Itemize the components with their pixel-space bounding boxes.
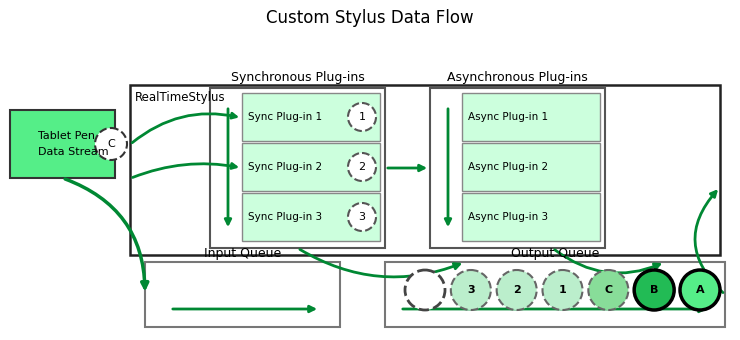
Text: Input Queue: Input Queue [204,248,281,260]
Bar [210,88,385,248]
Text: RealTimeStylus: RealTimeStylus [135,90,226,103]
Text: Async Plug-in 1: Async Plug-in 1 [468,112,548,122]
Circle shape [680,270,720,310]
Bar [462,193,600,241]
Text: Async Plug-in 3: Async Plug-in 3 [468,212,548,222]
Circle shape [348,103,376,131]
Text: 1: 1 [358,112,366,122]
Bar [242,93,380,141]
Text: Data Stream: Data Stream [38,147,109,157]
Circle shape [348,203,376,231]
Bar [145,262,340,327]
Circle shape [95,128,127,160]
Text: C: C [107,139,115,149]
Bar [10,110,115,178]
Circle shape [542,270,582,310]
Bar [130,85,720,255]
Text: Sync Plug-in 2: Sync Plug-in 2 [248,162,322,172]
Circle shape [497,270,536,310]
Text: Asynchronous Plug-ins: Asynchronous Plug-ins [447,71,588,85]
Text: 2: 2 [358,162,366,172]
Bar [385,262,725,327]
Text: 3: 3 [358,212,366,222]
Text: 2: 2 [513,285,520,295]
Text: Custom Stylus Data Flow: Custom Stylus Data Flow [266,9,474,27]
Bar [242,143,380,191]
Bar [462,93,600,141]
Text: Async Plug-in 2: Async Plug-in 2 [468,162,548,172]
Text: C: C [605,285,613,295]
Text: Sync Plug-in 3: Sync Plug-in 3 [248,212,322,222]
Text: Sync Plug-in 1: Sync Plug-in 1 [248,112,322,122]
Text: Tablet Pen: Tablet Pen [38,131,95,141]
Bar [242,193,380,241]
Circle shape [588,270,628,310]
Circle shape [634,270,674,310]
Circle shape [405,270,445,310]
Text: B: B [650,285,659,295]
Circle shape [451,270,491,310]
Circle shape [348,153,376,181]
Text: Synchronous Plug-ins: Synchronous Plug-ins [231,71,364,85]
Text: 1: 1 [559,285,566,295]
Bar [462,143,600,191]
Text: 3: 3 [467,285,474,295]
Text: Output Queue: Output Queue [511,248,599,260]
Bar [430,88,605,248]
Text: A: A [696,285,704,295]
